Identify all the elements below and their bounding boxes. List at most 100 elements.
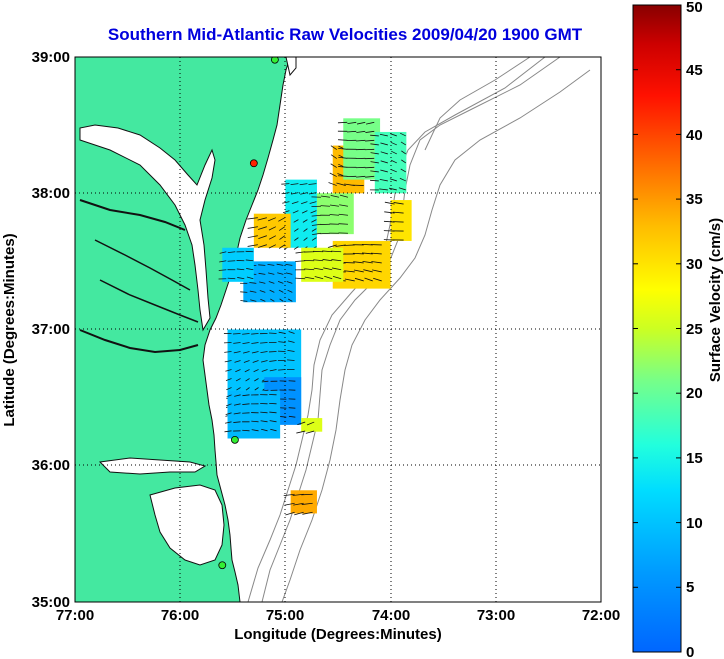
velocity-vector xyxy=(233,342,241,344)
velocity-vector xyxy=(246,268,254,271)
velocity-vector xyxy=(327,244,337,248)
velocity-vector xyxy=(311,228,317,232)
velocity-vector xyxy=(288,415,296,418)
velocity-vector xyxy=(301,502,313,505)
velocity-vector xyxy=(258,264,266,266)
velocity-vector xyxy=(353,269,364,273)
velocity-vector xyxy=(227,251,236,254)
velocity-vector xyxy=(282,201,290,204)
velocity-vector xyxy=(236,268,245,271)
velocity-vector xyxy=(331,259,342,262)
velocity-vector xyxy=(336,182,346,186)
velocity-vector xyxy=(330,145,337,150)
velocity-vector xyxy=(347,130,357,133)
velocity-vector xyxy=(295,251,306,254)
velocity-vector xyxy=(302,511,313,515)
velocity-vector xyxy=(400,168,407,173)
velocity-vector xyxy=(251,429,259,432)
velocity-vector xyxy=(278,331,286,334)
chart-title: Southern Mid-Atlantic Raw Velocities 200… xyxy=(108,25,583,44)
colorbar-tick-label: 10 xyxy=(686,515,703,532)
velocity-vector xyxy=(295,260,306,262)
velocity-vector xyxy=(260,351,268,354)
velocity-vector xyxy=(304,268,315,271)
x-tick-label: 76:00 xyxy=(161,607,199,624)
velocity-vector xyxy=(279,298,284,302)
velocity-vector xyxy=(288,407,296,409)
velocity-vector xyxy=(362,252,373,255)
velocity-vector xyxy=(320,195,331,198)
velocity-vector xyxy=(347,121,357,124)
colorbar-tick-label: 25 xyxy=(686,321,703,338)
velocity-vector xyxy=(234,360,241,363)
velocity-vector xyxy=(278,341,286,343)
velocity-vector xyxy=(384,211,395,214)
velocity-vector xyxy=(235,369,241,373)
velocity-vector xyxy=(293,502,304,506)
velocity-vector xyxy=(279,235,286,240)
velocity-vector xyxy=(320,205,330,207)
velocity-vector xyxy=(294,511,304,516)
velocity-vector xyxy=(245,259,254,262)
velocity-vector xyxy=(337,175,348,177)
velocity-vector xyxy=(243,360,250,363)
velocity-vector xyxy=(370,143,379,146)
velocity-vector xyxy=(344,278,355,282)
velocity-vector xyxy=(261,369,268,372)
albemarle-sound xyxy=(98,457,207,475)
velocity-vector xyxy=(290,183,299,186)
velocity-vector xyxy=(384,201,395,205)
velocity-vector xyxy=(371,261,382,264)
velocity-vector xyxy=(234,394,241,397)
velocity-vector xyxy=(233,421,241,423)
chesapeake-bay xyxy=(79,124,216,332)
y-axis-label: Latitude (Degrees:Minutes) xyxy=(1,233,18,426)
velocity-vector xyxy=(287,340,295,343)
velocity-vector xyxy=(260,360,268,363)
velocity-vector xyxy=(329,204,340,207)
velocity-vector xyxy=(282,210,290,214)
velocity-vector xyxy=(269,289,275,293)
delaware-bay xyxy=(285,57,297,77)
velocity-vector xyxy=(261,380,269,383)
velocity-vector xyxy=(277,272,284,275)
colorbar-label: Surface Velocity (cm/s) xyxy=(707,218,724,382)
colorbar-ticks xyxy=(633,69,681,588)
velocity-vector xyxy=(329,214,339,216)
velocity-vector xyxy=(380,160,388,164)
velocity-vector xyxy=(305,430,315,434)
colorbar-tick-label: 5 xyxy=(686,579,694,596)
velocity-vector xyxy=(254,387,259,391)
velocity-vector xyxy=(389,178,397,182)
velocity-vector xyxy=(258,272,266,275)
velocity-vector xyxy=(227,277,236,280)
velocity-vector xyxy=(246,276,254,280)
velocity-vector xyxy=(247,244,258,247)
velocity-vector xyxy=(224,421,232,424)
velocity-vector xyxy=(269,360,277,362)
velocity-vector xyxy=(268,226,277,231)
colorbar-tick-label: 0 xyxy=(686,644,694,659)
velocity-vector xyxy=(328,182,337,186)
station-marker xyxy=(249,159,258,168)
velocity-vector xyxy=(344,270,355,273)
velocity-vector xyxy=(380,169,388,173)
velocity-vector xyxy=(242,342,250,345)
velocity-vector xyxy=(269,420,277,423)
y-tick-label: 37:00 xyxy=(32,321,70,338)
velocity-vector xyxy=(270,428,277,432)
velocity-vector xyxy=(233,351,241,354)
velocity-vector xyxy=(226,394,232,398)
velocity-vector xyxy=(285,272,293,275)
velocity-cell xyxy=(227,390,281,439)
velocity-vector xyxy=(260,420,268,423)
velocity-vector xyxy=(276,263,284,266)
velocity-vector xyxy=(284,502,295,506)
velocity-vector xyxy=(236,387,241,391)
velocity-vector xyxy=(251,420,259,423)
velocity-vector xyxy=(233,403,241,406)
velocity-vector xyxy=(338,223,348,225)
colorbar-tick-label: 30 xyxy=(686,256,703,273)
station-marker xyxy=(270,57,279,64)
y-tick-label: 38:00 xyxy=(32,185,70,202)
